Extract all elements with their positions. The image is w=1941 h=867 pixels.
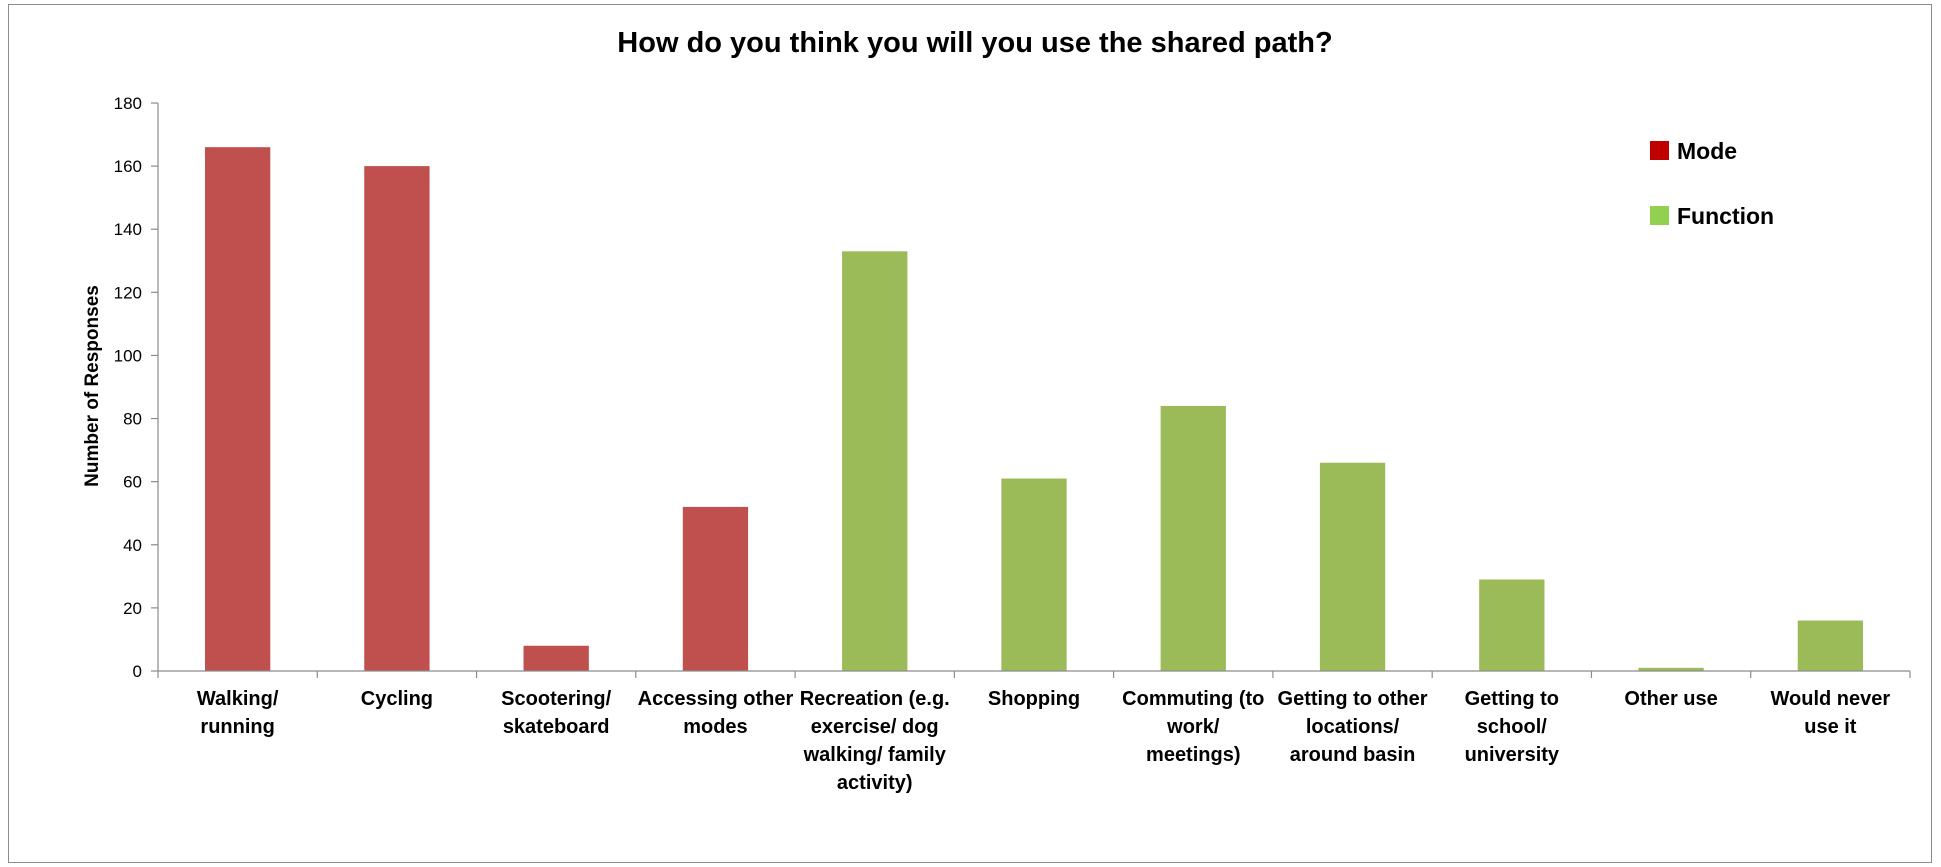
x-tick-label-line: Recreation (e.g.: [800, 688, 950, 710]
x-tick-label: Getting to school/university: [1465, 688, 1560, 766]
x-tick-label-line: Commuting (to: [1122, 688, 1264, 710]
y-tick-label: 0: [133, 662, 142, 681]
x-tick-label-line: school/: [1477, 716, 1547, 738]
legend-swatch-function: [1650, 206, 1669, 225]
y-tick-label: 80: [123, 410, 142, 429]
x-tick-label: Getting to other locations/around basin: [1278, 688, 1428, 766]
y-axis-label: Number of Responses: [82, 285, 103, 487]
x-tick-label-line: Shopping: [988, 688, 1080, 710]
x-tick-label-line: Scootering/: [501, 688, 611, 710]
x-tick-label-line: modes: [683, 716, 747, 738]
x-tick-label-line: Cycling: [361, 688, 433, 710]
x-tick-label-line: Getting to other: [1278, 688, 1428, 710]
x-tick-label: Recreation (e.g. exercise/ dog walking/ fa…: [800, 688, 950, 794]
bars-group: [204, 147, 1864, 672]
x-tick-label: Would never use it: [1771, 688, 1891, 738]
x-tick-label-line: meetings): [1146, 744, 1240, 766]
legend-swatch-mode: [1650, 141, 1669, 160]
x-tick-label-line: activity): [837, 772, 913, 794]
x-tick-label: Walking/running: [197, 688, 279, 738]
bar-5: [1001, 478, 1067, 671]
x-tick-label-line: running: [200, 716, 274, 738]
x-tick-label-line: Getting to: [1465, 688, 1559, 710]
bar-0: [204, 147, 271, 671]
bar-6: [1160, 405, 1226, 671]
x-tick-label: Other use: [1624, 688, 1717, 710]
y-tick-label: 40: [123, 536, 142, 555]
x-tick-label-line: around basin: [1290, 744, 1416, 766]
x-tick-label: Shopping: [988, 688, 1080, 710]
bar-3: [682, 506, 749, 671]
bar-7: [1319, 462, 1386, 671]
x-axis: Walking/running Cycling Scootering/skatebo…: [157, 670, 1911, 794]
x-tick-label: Accessing other modes: [638, 688, 794, 738]
y-tick-label: 180: [114, 94, 142, 113]
y-tick-label: 100: [114, 346, 142, 365]
bar-8: [1479, 579, 1545, 671]
x-tick-label: Commuting (to work/meetings): [1122, 688, 1264, 766]
x-tick-label-line: locations/: [1306, 716, 1400, 738]
y-tick-label: 160: [114, 157, 142, 176]
x-tick-label-line: exercise/ dog: [811, 716, 939, 738]
bar-10: [1797, 620, 1864, 671]
x-tick-label-line: Accessing other: [638, 688, 794, 710]
legend: Mode Function: [1650, 138, 1774, 229]
y-tick-label: 20: [123, 599, 142, 618]
x-tick-label: Scootering/skateboard: [501, 688, 611, 738]
x-tick-label-line: work/: [1166, 716, 1220, 738]
y-tick-label: 120: [114, 283, 142, 302]
chart-title: How do you think you will you use the sh…: [617, 27, 1332, 59]
x-tick-label-line: Would never: [1771, 688, 1891, 710]
legend-label-function: Function: [1677, 203, 1774, 229]
x-tick-label-line: Other use: [1624, 688, 1717, 710]
y-tick-label: 60: [123, 473, 142, 492]
x-tick-label-line: Walking/: [197, 688, 279, 710]
bar-9: [1638, 667, 1704, 671]
bar-1: [364, 166, 430, 671]
x-tick-label-line: skateboard: [503, 716, 610, 738]
x-tick-label-line: use it: [1804, 716, 1857, 738]
chart-frame: [8, 4, 1932, 863]
x-tick-label-line: walking/ family: [803, 744, 947, 766]
y-tick-label: 140: [114, 220, 142, 239]
x-tick-label-line: university: [1465, 744, 1560, 766]
bar-4: [842, 251, 908, 672]
legend-label-mode: Mode: [1677, 138, 1737, 164]
y-axis: 0 20 40 60 80 100 120 140 160 180: [114, 94, 159, 681]
x-tick-label: Cycling: [361, 688, 433, 710]
bar-2: [523, 645, 589, 671]
